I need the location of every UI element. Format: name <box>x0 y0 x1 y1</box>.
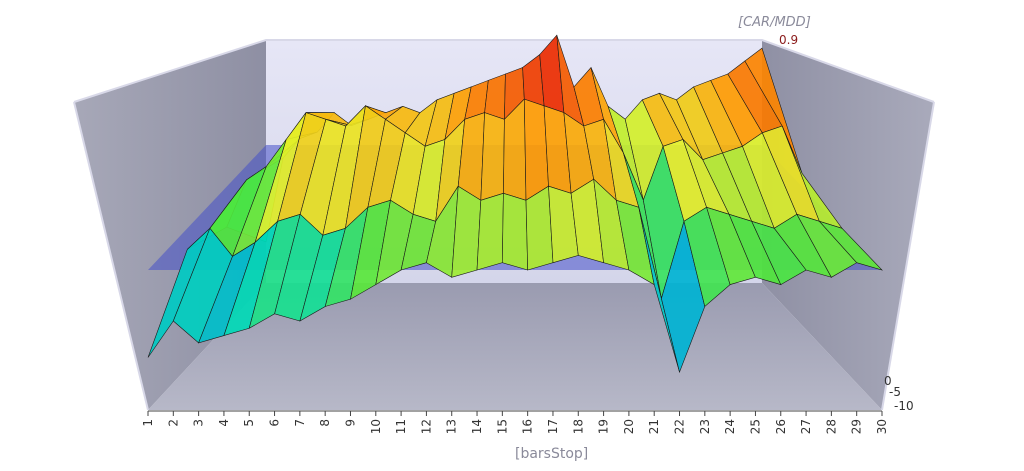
x-tick-label: 21 <box>647 419 661 434</box>
x-tick-label: 5 <box>242 419 256 427</box>
y-axis-ticks: 0-5-10 <box>884 374 914 413</box>
right-wall <box>762 40 934 410</box>
x-tick-label: 14 <box>470 419 484 434</box>
z-tick-label: 0.9 <box>779 33 798 47</box>
x-tick-label: 29 <box>850 419 864 434</box>
box-left-edge <box>73 101 149 411</box>
x-tick-label: 16 <box>521 419 535 434</box>
y-tick-label: 0 <box>884 374 892 388</box>
x-tick-label: 4 <box>217 419 231 427</box>
x-tick-label: 2 <box>166 419 180 427</box>
x-tick-label: 10 <box>369 419 383 434</box>
x-tick-label: 12 <box>419 419 433 434</box>
x-axis-ticks: 1 2 3 4 5 6 7 8 9 10 11 12 13 14 15 16 17 18 19 20 21 22 23 24 2… <box>141 411 889 434</box>
x-tick-label: 22 <box>673 419 687 434</box>
x-tick-label: 23 <box>698 419 712 434</box>
surface-cell <box>818 220 883 271</box>
x-tick-label: 8 <box>318 419 332 427</box>
x-tick-label: 27 <box>799 419 813 434</box>
x-tick-label: 25 <box>748 419 762 434</box>
x-tick-label: 26 <box>774 419 788 434</box>
surface-mesh <box>147 34 883 374</box>
x-tick-label: 7 <box>293 419 307 427</box>
box-right-edge <box>881 101 935 411</box>
x-tick-label: 17 <box>546 419 560 434</box>
x-tick-label: 19 <box>597 419 611 434</box>
x-tick-label: 11 <box>394 419 408 434</box>
x-tick-label: 18 <box>571 419 585 434</box>
x-axis-title: [barsStop] <box>515 446 588 462</box>
x-tick-label: 3 <box>192 419 206 427</box>
x-tick-label: 20 <box>622 419 636 434</box>
x-tick-label: 1 <box>141 419 155 427</box>
y-tick-label: -10 <box>894 399 914 413</box>
x-tick-label: 13 <box>445 419 459 434</box>
y-tick-label: -5 <box>889 385 901 399</box>
z-axis-title: [CAR/MDD] <box>738 15 811 30</box>
surface-cell <box>501 192 529 271</box>
surface-cell <box>480 112 505 201</box>
x-tick-label: 6 <box>268 419 282 427</box>
x-tick-label: 24 <box>723 419 737 434</box>
surface-cell <box>476 192 504 271</box>
x-tick-label: 9 <box>343 419 357 427</box>
box-top-edge <box>73 39 935 103</box>
x-tick-label: 30 <box>875 419 889 434</box>
x-tick-label: 15 <box>495 419 509 434</box>
x-tick-label: 28 <box>824 419 838 434</box>
